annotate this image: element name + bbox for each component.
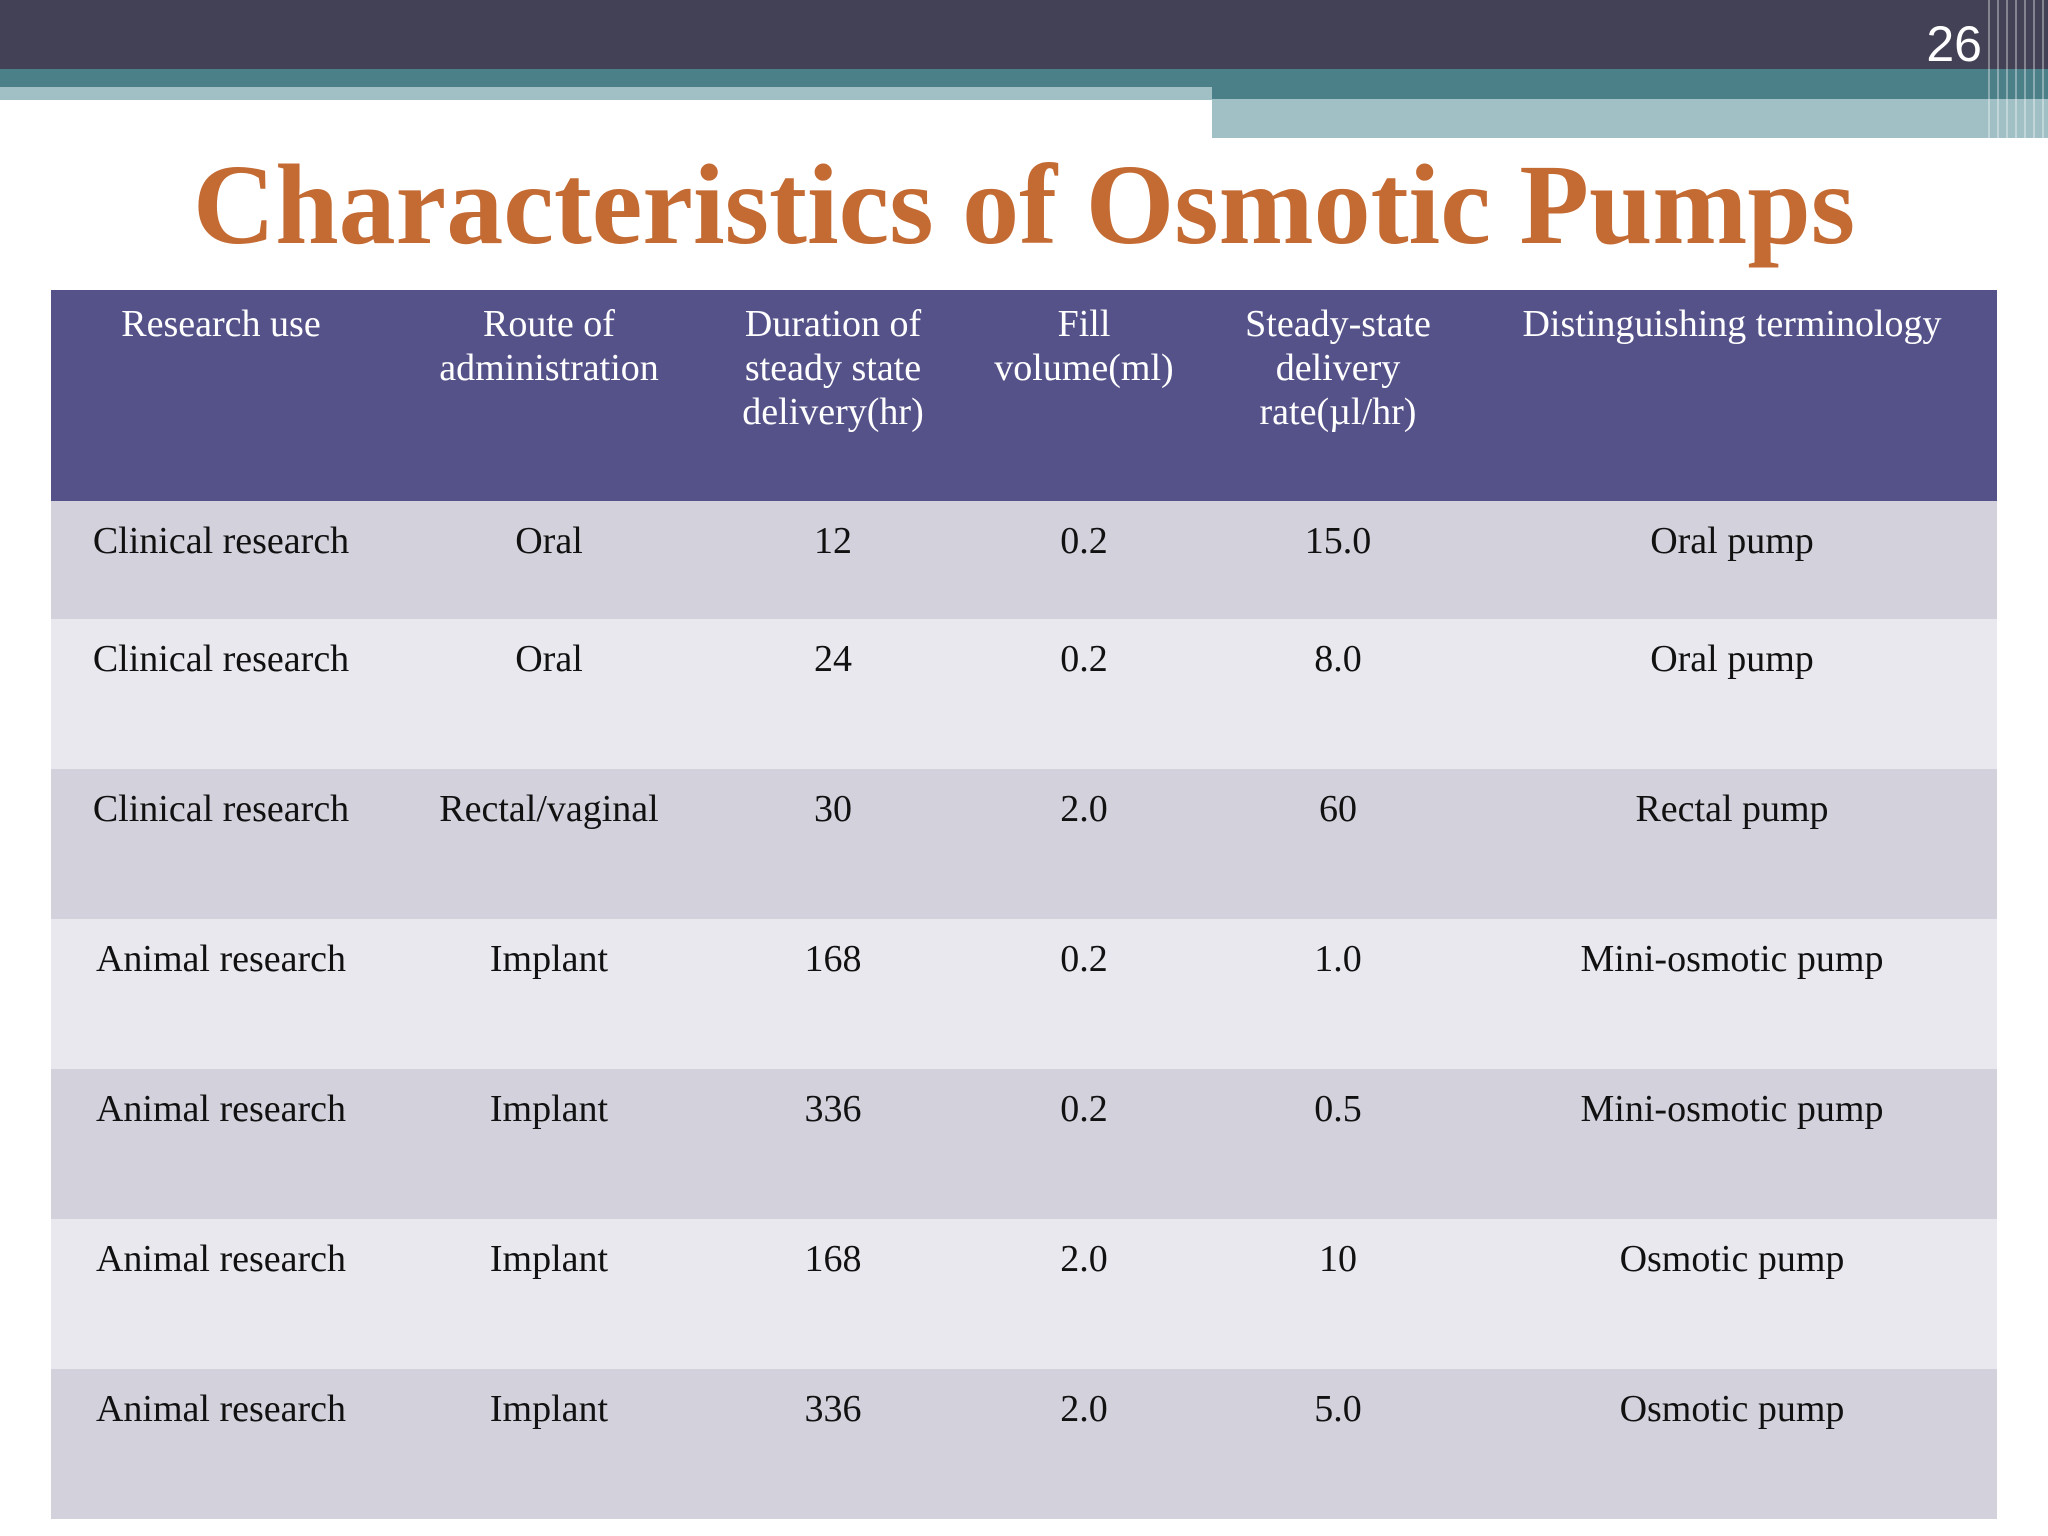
header-route-of-administration: Route of administration bbox=[391, 290, 707, 501]
table-row: Animal research Implant 336 0.2 0.5 Mini… bbox=[51, 1069, 1997, 1219]
table-cell: 168 bbox=[707, 919, 959, 1069]
table-row: Clinical research Rectal/vaginal 30 2.0 … bbox=[51, 769, 1997, 919]
table-cell: 336 bbox=[707, 1369, 959, 1519]
table-cell: Rectal/vaginal bbox=[391, 769, 707, 919]
table-cell: 168 bbox=[707, 1219, 959, 1369]
table-row: Clinical research Oral 12 0.2 15.0 Oral … bbox=[51, 501, 1997, 619]
table-cell: 336 bbox=[707, 1069, 959, 1219]
table-cell: Animal research bbox=[51, 1069, 391, 1219]
table-cell: 0.2 bbox=[959, 619, 1209, 769]
table-cell: 60 bbox=[1209, 769, 1467, 919]
table-cell: 12 bbox=[707, 501, 959, 619]
table-cell: Clinical research bbox=[51, 501, 391, 619]
table-cell: 0.5 bbox=[1209, 1069, 1467, 1219]
table-cell: 10 bbox=[1209, 1219, 1467, 1369]
table-cell: Clinical research bbox=[51, 619, 391, 769]
header-band-light-left bbox=[0, 87, 1212, 100]
table-cell: 2.0 bbox=[959, 769, 1209, 919]
table-cell: Rectal pump bbox=[1467, 769, 1997, 919]
table-cell: 0.2 bbox=[959, 919, 1209, 1069]
table-cell: Implant bbox=[391, 1069, 707, 1219]
table-cell: 15.0 bbox=[1209, 501, 1467, 619]
table-row: Animal research Implant 168 2.0 10 Osmot… bbox=[51, 1219, 1997, 1369]
table-row: Clinical research Oral 24 0.2 8.0 Oral p… bbox=[51, 619, 1997, 769]
table-cell: Implant bbox=[391, 919, 707, 1069]
table-cell: Oral pump bbox=[1467, 501, 1997, 619]
table-cell: Implant bbox=[391, 1369, 707, 1519]
header-band-light-right bbox=[1212, 99, 2048, 138]
table-cell: Animal research bbox=[51, 1369, 391, 1519]
table-cell: Animal research bbox=[51, 1219, 391, 1369]
table-cell: Oral pump bbox=[1467, 619, 1997, 769]
osmotic-pumps-table: Research use Route of administration Dur… bbox=[51, 290, 1997, 1519]
slide-title: Characteristics of Osmotic Pumps bbox=[192, 141, 1856, 268]
header-duration: Duration of steady state delivery(hr) bbox=[707, 290, 959, 501]
table-cell: Oral bbox=[391, 619, 707, 769]
table-row: Animal research Implant 168 0.2 1.0 Mini… bbox=[51, 919, 1997, 1069]
table-cell: 1.0 bbox=[1209, 919, 1467, 1069]
table-cell: Osmotic pump bbox=[1467, 1219, 1997, 1369]
table-cell: 5.0 bbox=[1209, 1369, 1467, 1519]
table-cell: 30 bbox=[707, 769, 959, 919]
table-cell: 2.0 bbox=[959, 1219, 1209, 1369]
table-cell: Oral bbox=[391, 501, 707, 619]
header-fill-volume: Fill volume(ml) bbox=[959, 290, 1209, 501]
page-number: 26 bbox=[1926, 16, 1982, 72]
table-cell: Mini-osmotic pump bbox=[1467, 1069, 1997, 1219]
table-cell: 0.2 bbox=[959, 1069, 1209, 1219]
table-header-row: Research use Route of administration Dur… bbox=[51, 290, 1997, 501]
table-cell: Clinical research bbox=[51, 769, 391, 919]
header-research-use: Research use bbox=[51, 290, 391, 501]
table-cell: Implant bbox=[391, 1219, 707, 1369]
table-cell: 8.0 bbox=[1209, 619, 1467, 769]
table-cell: 24 bbox=[707, 619, 959, 769]
decorative-edge-lines bbox=[1988, 0, 2048, 138]
table-cell: 2.0 bbox=[959, 1369, 1209, 1519]
table-cell: Osmotic pump bbox=[1467, 1369, 1997, 1519]
table-cell: Mini-osmotic pump bbox=[1467, 919, 1997, 1069]
table-row: Animal research Implant 336 2.0 5.0 Osmo… bbox=[51, 1369, 1997, 1519]
table-cell: 0.2 bbox=[959, 501, 1209, 619]
header-band-dark bbox=[0, 0, 2048, 69]
header-terminology: Distinguishing terminology bbox=[1467, 290, 1997, 501]
table-cell: Animal research bbox=[51, 919, 391, 1069]
header-delivery-rate: Steady-state delivery rate(µl/hr) bbox=[1209, 290, 1467, 501]
